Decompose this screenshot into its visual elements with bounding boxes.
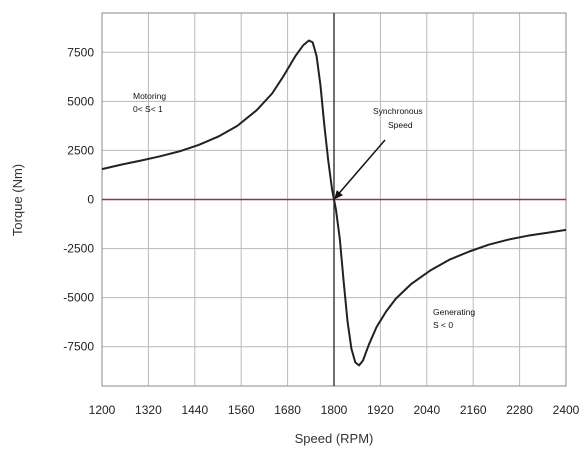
y-axis-title: Torque (Nm) bbox=[10, 164, 25, 236]
x-tick-label: 1680 bbox=[274, 403, 301, 417]
y-tick-label: 0 bbox=[87, 193, 94, 207]
y-tick-label: 7500 bbox=[67, 45, 94, 59]
arrow-shaft bbox=[337, 139, 386, 195]
x-tick-labels: 1200 1320 1440 1560 1680 1800 1920 2040 2160 2280… bbox=[89, 403, 580, 417]
x-tick-label: 2040 bbox=[413, 403, 440, 417]
x-tick-label: 1200 bbox=[89, 403, 116, 417]
motoring-label: Motoring bbox=[133, 91, 166, 101]
arrow-head bbox=[334, 190, 343, 200]
x-tick-label: 2400 bbox=[553, 403, 580, 417]
y-tick-labels: 7500 5000 2500 0 -2500 -5000 -7500 bbox=[63, 45, 94, 353]
y-tick-label: -7500 bbox=[63, 340, 94, 354]
y-tick-label: 5000 bbox=[67, 94, 94, 108]
y-tick-label: -5000 bbox=[63, 291, 94, 305]
synchronous-speed-label: Speed bbox=[388, 120, 413, 130]
generating-label: Generating bbox=[433, 307, 475, 317]
x-tick-label: 1800 bbox=[321, 403, 348, 417]
synchronous-speed-arrow bbox=[334, 139, 386, 200]
y-tick-label: 2500 bbox=[67, 143, 94, 157]
y-tick-label: -2500 bbox=[63, 242, 94, 256]
x-tick-label: 1560 bbox=[228, 403, 255, 417]
x-tick-label: 1320 bbox=[135, 403, 162, 417]
x-tick-label: 1920 bbox=[367, 403, 394, 417]
x-tick-label: 2280 bbox=[506, 403, 533, 417]
synchronous-label: Synchronous bbox=[373, 106, 423, 116]
generating-slip-label: S < 0 bbox=[433, 320, 453, 330]
x-axis-title: Speed (RPM) bbox=[295, 431, 374, 446]
motoring-slip-label: 0< S< 1 bbox=[133, 104, 163, 114]
torque-speed-curve bbox=[101, 39, 567, 367]
x-tick-label: 1440 bbox=[181, 403, 208, 417]
x-tick-label: 2160 bbox=[460, 403, 487, 417]
